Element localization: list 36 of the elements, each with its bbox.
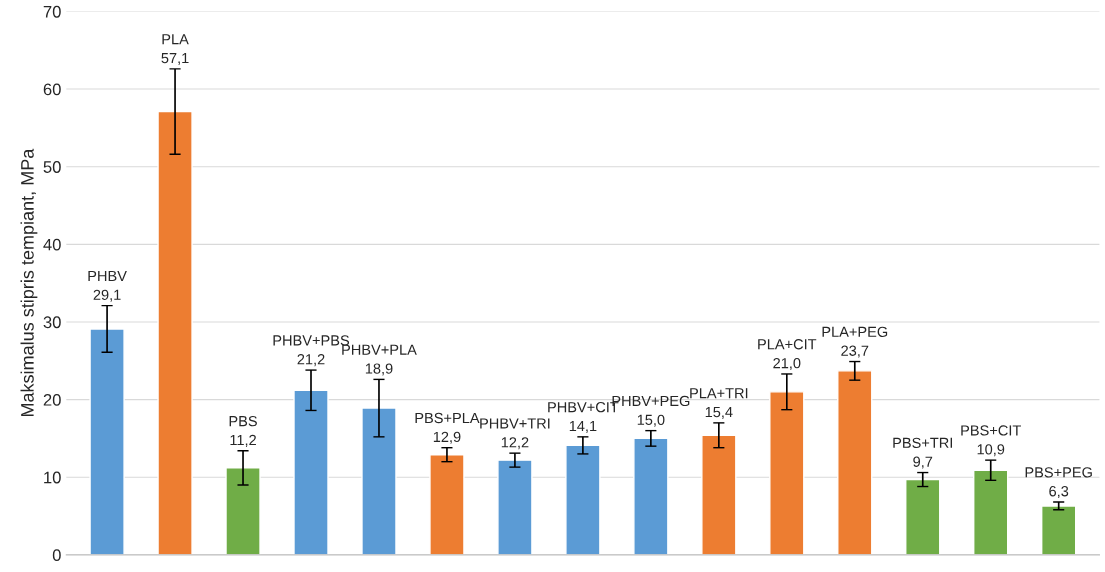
y-tick-label: 70 [43,5,61,18]
bar [157,110,193,555]
y-axis-title: Maksimalus stipris tempiant, MPa [20,148,38,417]
bar [225,467,261,555]
y-tick-label: 60 [43,83,61,96]
bar [497,459,533,555]
y-tick-label: 20 [43,393,61,406]
bar [837,370,873,555]
data-label: PBS+PEG 6,3 [1025,467,1092,499]
y-tick-label: 50 [43,161,61,173]
bar [633,437,669,555]
bar [973,469,1009,555]
data-label: PHBV+TRI 12,2 [480,418,550,450]
data-label: PHBV 29,1 [88,270,127,302]
data-label: PLA+PEG 23,7 [822,326,888,358]
data-label: PLA 57,1 [161,34,189,65]
y-tick-label: 10 [44,471,61,484]
y-tick-label: 40 [43,238,61,251]
bar [905,478,941,555]
bar [701,434,737,555]
bar [565,444,601,555]
bar [293,389,329,555]
data-label: PBS+TRI 9,7 [893,437,952,469]
data-label: PBS+CIT 10,9 [961,425,1021,457]
bar [429,454,465,555]
bar [769,391,805,555]
data-label: PBS 11,2 [229,415,257,447]
data-label: PHBV+PLA 18,9 [342,344,417,376]
data-label: PLA+TRI 15,4 [690,388,748,419]
y-tick-label: 0 [52,549,61,562]
y-tick-label: 30 [43,316,61,329]
bar [89,328,125,555]
bar [1041,505,1077,555]
data-label: PBS+PLA 12,9 [415,412,480,444]
data-label: PLA+CIT 21,0 [758,339,817,371]
bar [361,407,397,555]
